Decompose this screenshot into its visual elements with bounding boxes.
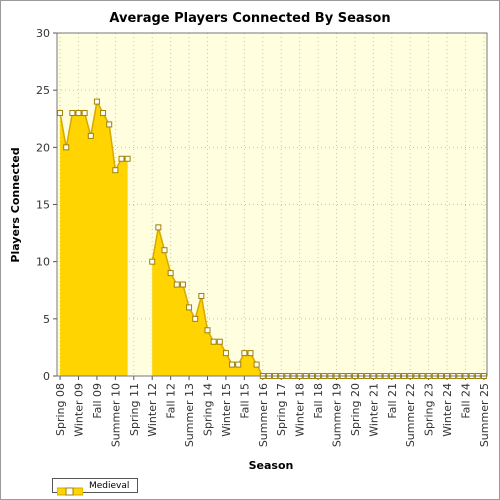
data-point-medieval <box>179 281 186 288</box>
x-tick-label: Fall 09 <box>91 383 104 419</box>
x-tick-label: Spring 08 <box>54 383 67 436</box>
x-tick-label: Winter 12 <box>146 383 159 437</box>
area-segment-medieval <box>60 101 128 376</box>
data-point-medieval <box>173 281 180 288</box>
plot-border <box>56 32 488 377</box>
x-tick-label: Fall 24 <box>460 383 473 419</box>
legend: Medieval <box>52 478 138 496</box>
data-point-medieval <box>222 350 229 357</box>
x-tick-label: Summer 16 <box>257 383 270 447</box>
x-tick-label: Spring 23 <box>423 383 436 436</box>
x-tick-label: Spring 17 <box>275 383 288 436</box>
y-tick-label: 15 <box>36 199 50 212</box>
data-point-medieval <box>229 361 236 368</box>
x-tick-label: Winter 09 <box>73 383 86 437</box>
legend-swatch-medieval <box>56 481 84 496</box>
data-point-medieval <box>124 155 131 162</box>
data-point-medieval <box>69 110 76 117</box>
x-tick-label: Summer 13 <box>183 383 196 447</box>
data-point-medieval <box>75 110 82 117</box>
data-point-medieval <box>241 350 248 357</box>
data-point-medieval <box>210 338 217 345</box>
data-point-medieval <box>161 247 168 254</box>
data-point-medieval <box>100 110 107 117</box>
area-segment-medieval <box>152 227 484 376</box>
data-point-medieval <box>186 304 193 311</box>
x-tick-label: Winter 15 <box>220 383 233 437</box>
data-point-medieval <box>216 338 223 345</box>
data-point-medieval <box>112 167 119 174</box>
data-point-medieval <box>204 327 211 334</box>
x-tick-label: Winter 18 <box>294 383 307 437</box>
x-tick-label: Spring 14 <box>202 383 215 436</box>
x-tick-label: Spring 11 <box>128 383 141 436</box>
data-point-medieval <box>63 144 70 151</box>
y-tick-label: 5 <box>43 313 50 326</box>
x-tick-label: Spring 20 <box>349 383 362 436</box>
x-tick-label: Summer 25 <box>478 383 491 447</box>
x-tick-label: Summer 10 <box>109 383 122 447</box>
data-point-medieval <box>57 110 64 117</box>
x-tick-label: Fall 18 <box>312 383 325 419</box>
x-tick-label: Summer 22 <box>404 383 417 447</box>
data-point-medieval <box>167 270 174 277</box>
data-point-medieval <box>198 292 205 299</box>
data-point-medieval <box>81 110 88 117</box>
data-point-medieval <box>149 258 156 265</box>
x-tick-label: Winter 24 <box>441 383 454 437</box>
data-point-medieval <box>192 315 199 322</box>
y-tick-label: 10 <box>36 256 50 269</box>
y-tick-label: 20 <box>36 141 50 154</box>
y-tick-label: 25 <box>36 84 50 97</box>
y-tick-label: 30 <box>36 27 50 40</box>
y-tick-label: 0 <box>43 370 50 383</box>
data-point-medieval <box>87 132 94 139</box>
plot-background <box>57 33 487 376</box>
data-point-medieval <box>235 361 242 368</box>
x-tick-label: Fall 15 <box>238 383 251 419</box>
y-axis-label: Players Connected <box>9 147 22 262</box>
data-point-medieval <box>247 350 254 357</box>
x-tick-label: Summer 19 <box>331 383 344 447</box>
data-point-medieval <box>155 224 162 231</box>
data-point-medieval <box>106 121 113 128</box>
data-point-medieval <box>253 361 260 368</box>
legend-label-medieval: Medieval <box>89 480 130 491</box>
x-tick-label: Fall 21 <box>386 383 399 419</box>
chart-title: Average Players Connected By Season <box>109 11 390 26</box>
data-point-medieval <box>118 155 125 162</box>
data-point-medieval <box>93 98 100 105</box>
x-axis-label: Season <box>249 459 294 472</box>
x-tick-label: Winter 21 <box>367 383 380 437</box>
x-tick-label: Fall 12 <box>165 383 178 419</box>
